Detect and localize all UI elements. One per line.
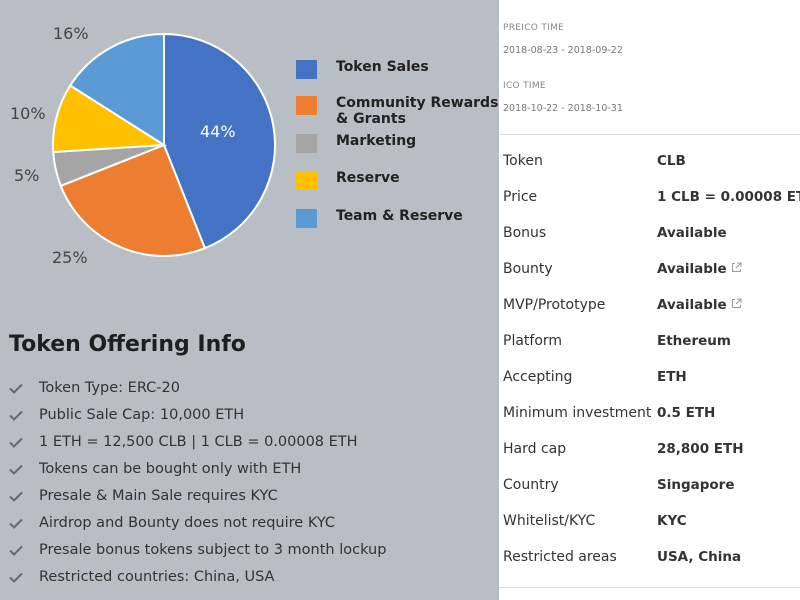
offering-text: Airdrop and Bounty does not require KYC (39, 515, 336, 531)
divider-bottom (499, 587, 800, 588)
token-distribution-chart: 44% 25% 5% 10% 16% Token Sales Community Rewa… (0, 0, 499, 300)
offering-text: Restricted countries: China, USA (39, 569, 275, 585)
detail-key: Accepting (503, 369, 573, 385)
ico-time-value: 2018-10-22 - 2018-10-31 (503, 103, 623, 114)
offering-title: Token Offering Info (9, 332, 246, 357)
legend-label: Reserve (336, 170, 400, 186)
preico-time-value: 2018-08-23 - 2018-09-22 (503, 45, 623, 56)
pie-pct-label: 25% (52, 248, 88, 267)
pie-pct-label: 16% (53, 24, 89, 43)
detail-key: Country (503, 477, 559, 493)
detail-row-token: Token CLB (499, 145, 800, 181)
legend-swatch (296, 209, 317, 228)
detail-key: Restricted areas (503, 549, 617, 565)
detail-row-minimum-investment: Minimum investment 0.5 ETH (499, 397, 800, 433)
detail-key: Platform (503, 333, 563, 349)
divider-top (499, 134, 800, 135)
detail-row-country: Country Singapore (499, 469, 800, 505)
detail-key: Minimum investment (503, 405, 652, 421)
legend-swatch (296, 60, 317, 79)
legend-swatch (296, 134, 317, 153)
left-panel: 44% 25% 5% 10% 16% Token Sales Community Rewa… (0, 0, 499, 600)
check-icon (9, 572, 23, 583)
detail-value[interactable]: Available (657, 297, 742, 313)
detail-value: Available (657, 225, 727, 241)
external-link-icon[interactable] (731, 298, 742, 309)
detail-value: USA, China (657, 549, 742, 565)
detail-value: Singapore (657, 477, 735, 493)
offering-text: Token Type: ERC-20 (39, 380, 180, 396)
detail-row-accepting: Accepting ETH (499, 361, 800, 397)
detail-value: 1 CLB = 0.00008 ETH (657, 189, 800, 205)
detail-value: 0.5 ETH (657, 405, 716, 421)
check-icon (9, 383, 23, 394)
detail-row-restricted-areas: Restricted areas USA, China (499, 541, 800, 577)
check-icon (9, 518, 23, 529)
legend-swatch (296, 171, 317, 190)
pie-slice-token-sales (163, 32, 276, 250)
pie-pct-label: 10% (10, 104, 46, 123)
detail-key: Price (503, 189, 538, 205)
pie-chart (52, 32, 276, 257)
detail-value[interactable]: Available (657, 261, 742, 277)
detail-row-mvp-prototype: MVP/Prototype Available (499, 289, 800, 325)
detail-key: Token (503, 153, 543, 169)
check-icon (9, 410, 23, 421)
offering-text: Tokens can be bought only with ETH (39, 461, 302, 477)
detail-row-platform: Platform Ethereum (499, 325, 800, 361)
detail-row-price: Price 1 CLB = 0.00008 ETH (499, 181, 800, 217)
pie-slice-team-reserve (68, 32, 165, 147)
offering-text: 1 ETH = 12,500 CLB | 1 CLB = 0.00008 ETH (39, 434, 358, 450)
detail-key: Hard cap (503, 441, 567, 457)
detail-value: CLB (657, 153, 686, 169)
preico-time-label: PREICO TIME (503, 23, 565, 33)
detail-row-bonus: Bonus Available (499, 217, 800, 253)
pie-pct-label: 44% (200, 122, 236, 141)
pie-slice-community-rewards-grants (59, 143, 207, 257)
legend-label: Community Rewards & Grants (336, 95, 499, 127)
detail-value: KYC (657, 513, 687, 529)
detail-key: Whitelist/KYC (503, 513, 596, 529)
detail-key: Bonus (503, 225, 547, 241)
detail-key: MVP/Prototype (503, 297, 606, 313)
detail-key: Bounty (503, 261, 553, 277)
legend-swatch (296, 96, 317, 115)
detail-value: Ethereum (657, 333, 731, 349)
legend-label: Token Sales (336, 59, 429, 75)
offering-text: Presale & Main Sale requires KYC (39, 488, 278, 504)
detail-value: 28,800 ETH (657, 441, 744, 457)
check-icon (9, 437, 23, 448)
offering-text: Public Sale Cap: 10,000 ETH (39, 407, 245, 423)
check-icon (9, 464, 23, 475)
ico-time-label: ICO TIME (503, 81, 546, 91)
detail-row-hard-cap: Hard cap 28,800 ETH (499, 433, 800, 469)
legend-label: Marketing (336, 133, 417, 149)
external-link-icon[interactable] (731, 262, 742, 273)
right-panel: PREICO TIME 2018-08-23 - 2018-09-22 ICO … (499, 0, 800, 600)
detail-row-bounty: Bounty Available (499, 253, 800, 289)
check-icon (9, 491, 23, 502)
pie-pct-label: 5% (14, 166, 40, 185)
legend-label: Team & Reserve (336, 208, 463, 224)
check-icon (9, 545, 23, 556)
detail-value: ETH (657, 369, 687, 385)
offering-text: Presale bonus tokens subject to 3 month … (39, 542, 387, 558)
detail-row-whitelist-kyc: Whitelist/KYC KYC (499, 505, 800, 541)
